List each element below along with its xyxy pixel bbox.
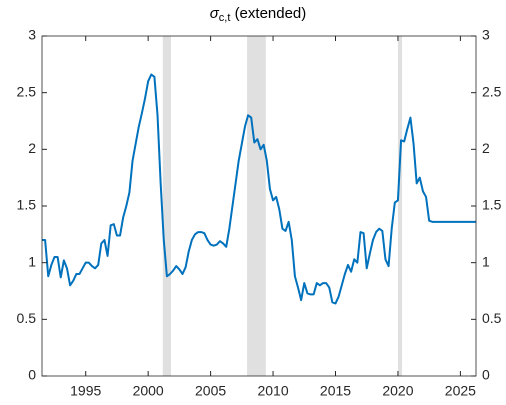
y-tick-label: 0.5 (17, 310, 37, 326)
x-tick-label: 2015 (320, 383, 351, 399)
y2-tick-label: 2 (482, 140, 490, 156)
y2-tick-label: 1 (482, 253, 490, 269)
y-tick-label: 2.5 (17, 83, 37, 99)
title-symbol: σ (210, 5, 220, 22)
y-tick-label: 1 (28, 253, 36, 269)
x-tick-label: 2005 (195, 383, 226, 399)
data-line (42, 73, 476, 305)
y2-tick-label: 0 (482, 367, 490, 383)
y2-tick-label: 0.5 (482, 310, 502, 326)
y2-tick-label: 2.5 (482, 83, 502, 99)
chart-title: σc,t (extended) (210, 5, 307, 24)
title-subscript: c,t (219, 12, 231, 24)
x-tick-label: 1995 (70, 383, 101, 399)
y-tick-label: 2 (28, 140, 36, 156)
y2-tick-label: 1.5 (482, 197, 502, 213)
x-tick-label: 2020 (382, 383, 413, 399)
y-tick-label: 1.5 (17, 197, 37, 213)
recession-band (397, 36, 403, 376)
x-tick-label: 2025 (445, 383, 476, 399)
y-tick-label: 0 (28, 367, 36, 383)
x-tick-label: 2000 (133, 383, 164, 399)
y-tick-label: 3 (28, 27, 36, 43)
y2-tick-label: 3 (482, 27, 490, 43)
title-text: (extended) (235, 5, 307, 22)
recession-band (247, 36, 266, 376)
recession-band (162, 36, 172, 376)
x-tick-label: 2010 (257, 383, 288, 399)
